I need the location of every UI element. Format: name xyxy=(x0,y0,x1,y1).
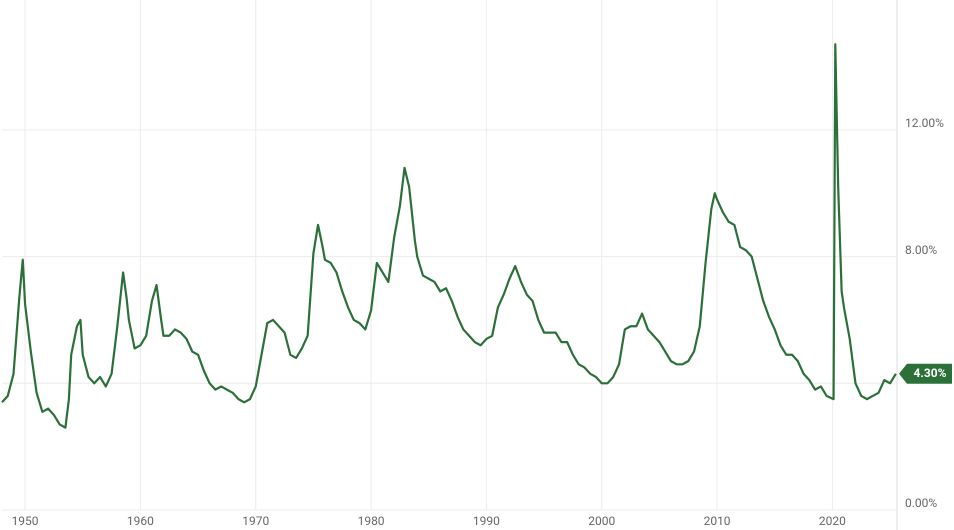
x-tick-label: 1950 xyxy=(12,514,39,528)
badge-shape xyxy=(899,363,952,384)
badge-label: 4.30% xyxy=(913,366,946,380)
x-tick-label: 2010 xyxy=(704,514,731,528)
x-tick-label: 1970 xyxy=(242,514,269,528)
data-line xyxy=(1,43,897,429)
x-tick-label: 1980 xyxy=(358,514,385,528)
y-tick-label: 8.00% xyxy=(905,243,937,257)
x-tick-label: 1990 xyxy=(473,514,500,528)
y-tick-label: 12.00% xyxy=(905,116,944,130)
last-value-badge: 4.30% xyxy=(899,363,952,384)
x-tick-label: 2020 xyxy=(819,514,846,528)
x-tick-label: 1960 xyxy=(127,514,154,528)
y-tick-label: 0.00% xyxy=(905,496,937,510)
x-tick-label: 2000 xyxy=(588,514,615,528)
